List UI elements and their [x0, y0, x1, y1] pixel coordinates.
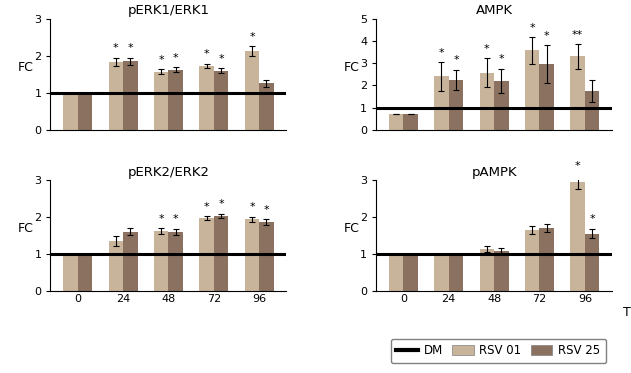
Bar	[525, 230, 540, 291]
Text: *: *	[173, 53, 179, 63]
Text: *: *	[204, 202, 209, 211]
Bar	[389, 254, 403, 291]
Y-axis label: FC: FC	[344, 222, 360, 235]
Bar	[480, 73, 494, 130]
Bar	[199, 218, 214, 291]
Text: *: *	[127, 43, 133, 53]
Bar	[449, 80, 463, 130]
Bar	[570, 56, 585, 130]
Bar	[480, 249, 494, 291]
Text: *: *	[218, 54, 224, 64]
Bar	[154, 231, 168, 291]
Bar	[259, 222, 274, 291]
Text: *: *	[589, 214, 595, 224]
Bar	[449, 254, 463, 291]
Y-axis label: FC: FC	[18, 222, 34, 235]
Bar	[63, 254, 78, 291]
Bar	[434, 76, 449, 130]
Text: *: *	[158, 55, 164, 65]
Y-axis label: FC: FC	[344, 61, 360, 74]
Bar	[389, 114, 403, 130]
Bar	[434, 254, 449, 291]
X-axis label: T(h): T(h)	[623, 307, 631, 320]
Title: pERK1/ERK1: pERK1/ERK1	[127, 4, 209, 18]
Text: *: *	[439, 47, 444, 57]
Bar	[494, 251, 509, 291]
Text: *: *	[544, 31, 550, 41]
Bar	[585, 233, 599, 291]
Legend: DM, RSV 01, RSV 25: DM, RSV 01, RSV 25	[391, 339, 606, 363]
Bar	[540, 64, 554, 130]
Bar	[168, 232, 183, 291]
Text: *: *	[249, 32, 255, 42]
Title: pERK2/ERK2: pERK2/ERK2	[127, 166, 209, 179]
Bar	[403, 114, 418, 130]
Bar	[214, 216, 228, 291]
Text: *: *	[264, 205, 269, 215]
Text: *: *	[113, 43, 119, 53]
Bar	[78, 254, 92, 291]
Text: *: *	[529, 23, 535, 33]
Text: *: *	[173, 214, 179, 224]
Bar	[245, 219, 259, 291]
Text: *: *	[498, 54, 504, 64]
Text: *: *	[249, 203, 255, 212]
Bar	[540, 228, 554, 291]
Text: *: *	[158, 214, 164, 224]
Text: *: *	[204, 49, 209, 59]
Text: **: **	[572, 30, 583, 40]
Text: *: *	[453, 55, 459, 65]
Bar	[494, 81, 509, 130]
Bar	[525, 50, 540, 130]
Text: *: *	[484, 44, 490, 54]
Text: *: *	[575, 161, 581, 171]
Y-axis label: FC: FC	[18, 61, 34, 74]
Title: pAMPK: pAMPK	[471, 166, 517, 179]
Bar	[570, 182, 585, 291]
Bar	[168, 70, 183, 130]
Bar	[154, 72, 168, 130]
Bar	[245, 51, 259, 130]
Text: *: *	[218, 200, 224, 209]
Bar	[403, 254, 418, 291]
Bar	[109, 62, 123, 130]
Bar	[78, 93, 92, 130]
Bar	[63, 93, 78, 130]
Title: AMPK: AMPK	[476, 4, 512, 18]
Bar	[259, 84, 274, 130]
Bar	[109, 241, 123, 291]
Bar	[123, 232, 138, 291]
Bar	[214, 70, 228, 130]
Bar	[199, 66, 214, 130]
Bar	[585, 91, 599, 130]
Bar	[123, 61, 138, 130]
